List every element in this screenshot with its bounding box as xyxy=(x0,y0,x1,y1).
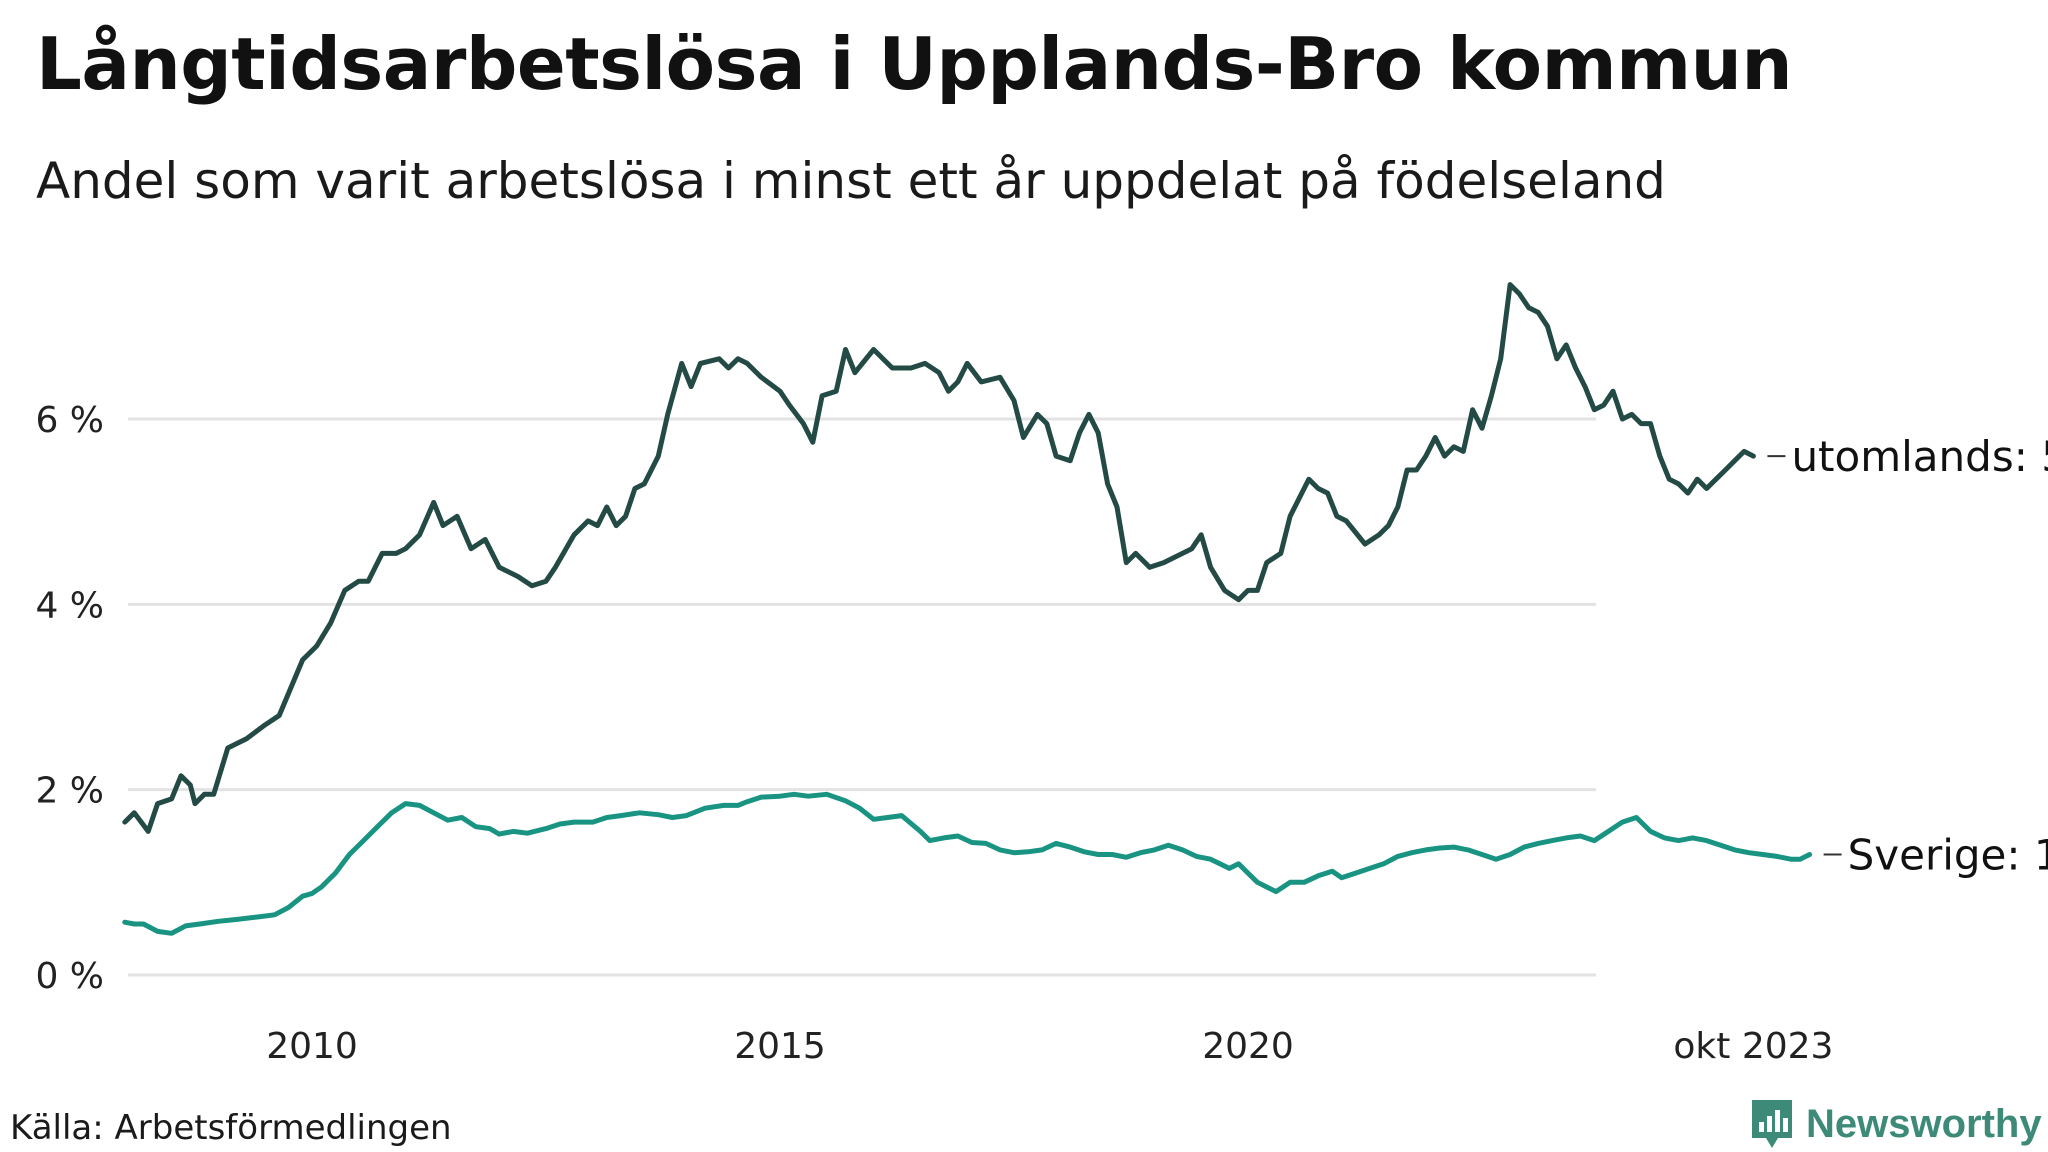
newsworthy-logo-icon xyxy=(1752,1100,1792,1148)
gridlines xyxy=(128,417,1596,977)
series-lines xyxy=(122,282,1813,936)
series-line-sverige xyxy=(122,791,1813,936)
x-axis-ticks: 2010 2015 2020 okt 2023 xyxy=(266,1026,1833,1067)
end-label-utomlands: utomlands: 5,6 % xyxy=(1791,432,2048,481)
x-tick-label: 2020 xyxy=(1202,1026,1294,1067)
source-note: Källa: Arbetsförmedlingen xyxy=(10,1108,452,1148)
x-tick-label: okt 2023 xyxy=(1673,1026,1833,1067)
brand-name: Newsworthy xyxy=(1806,1101,2042,1146)
y-tick-label: 6 % xyxy=(35,400,104,441)
chart-subtitle: Andel som varit arbetslösa i minst ett å… xyxy=(36,152,1666,210)
series-line-utomlands xyxy=(122,282,1756,834)
y-axis-ticks: 0 % 2 % 4 % 6 % xyxy=(35,400,104,997)
x-tick-label: 2015 xyxy=(734,1026,826,1067)
y-tick-label: 2 % xyxy=(35,771,104,812)
series-end-labels: utomlands: 5,6 % Sverige: 1,3 % xyxy=(1767,432,2048,880)
newsworthy-logo: Newsworthy xyxy=(1750,1098,2042,1150)
x-tick-label: 2010 xyxy=(266,1026,358,1067)
y-tick-label: 0 % xyxy=(35,956,104,997)
chart-title: Långtidsarbetslösa i Upplands-Bro kommun xyxy=(36,22,1793,106)
y-tick-label: 4 % xyxy=(35,585,104,626)
end-label-sverige: Sverige: 1,3 % xyxy=(1848,831,2048,880)
